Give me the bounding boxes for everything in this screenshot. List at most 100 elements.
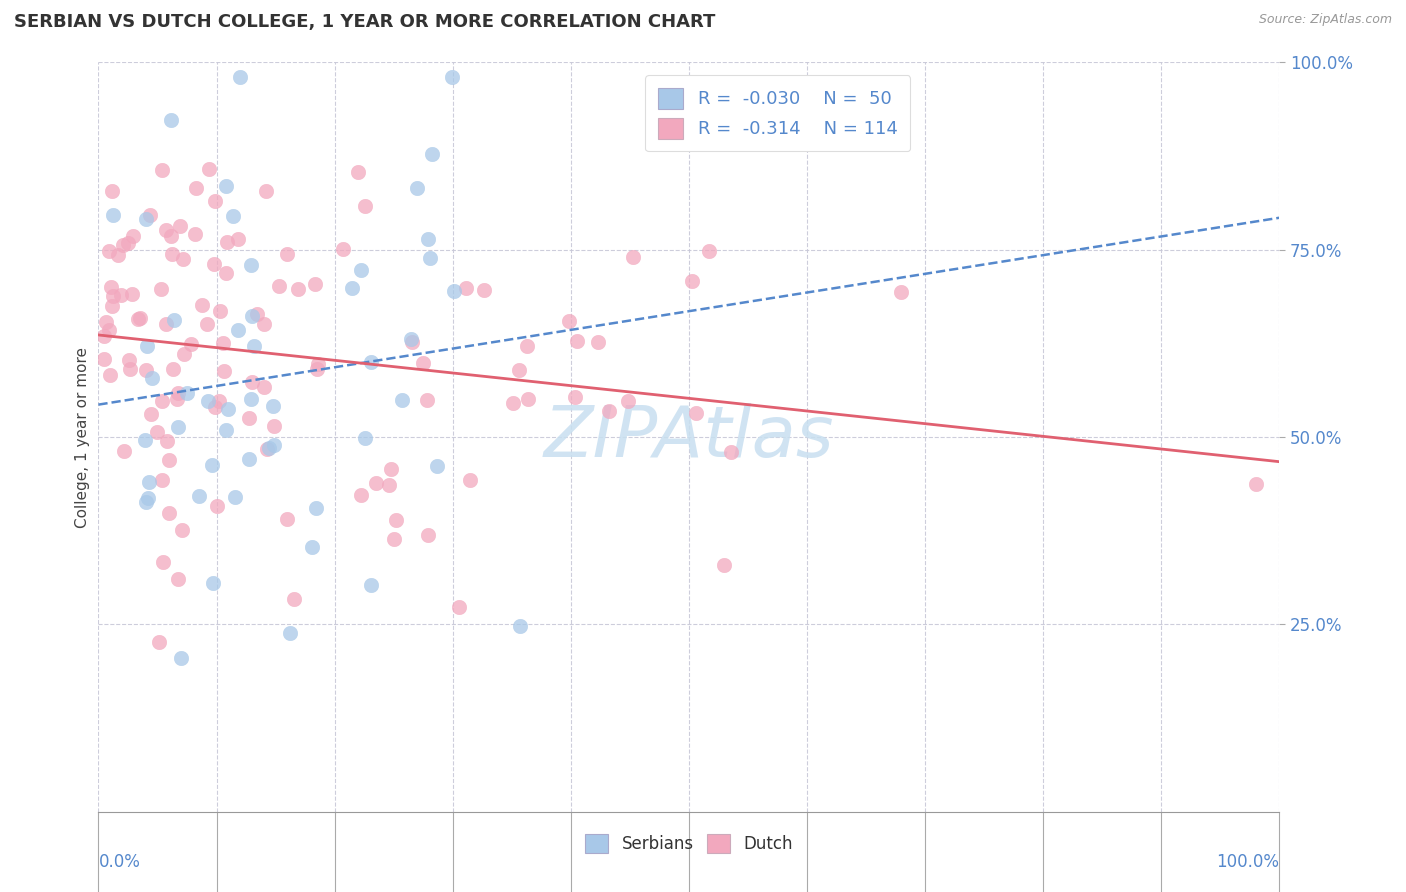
Point — [98, 368, 121, 383]
Point — [167, 572, 190, 586]
Point — [681, 274, 703, 288]
Point — [208, 303, 231, 318]
Point — [111, 238, 134, 252]
Point — [128, 311, 150, 326]
Point — [224, 490, 246, 504]
Point — [720, 445, 742, 459]
Point — [246, 307, 269, 321]
Point — [98, 244, 121, 259]
Point — [101, 184, 124, 198]
Point — [418, 528, 440, 542]
Point — [276, 246, 298, 260]
Point — [456, 281, 478, 295]
Point — [149, 282, 172, 296]
Point — [118, 353, 141, 368]
Point — [332, 242, 354, 256]
Point — [713, 558, 735, 573]
Point — [122, 228, 145, 243]
Point — [103, 208, 125, 222]
Point — [240, 309, 263, 323]
Point — [517, 392, 540, 406]
Point — [229, 70, 252, 85]
Point — [621, 251, 644, 265]
Point — [183, 227, 205, 242]
Point — [197, 161, 219, 176]
Point — [205, 499, 228, 513]
Point — [685, 406, 707, 420]
Point — [135, 212, 157, 227]
Point — [263, 438, 285, 452]
Point — [204, 400, 226, 414]
Y-axis label: College, 1 year or more: College, 1 year or more — [75, 347, 90, 527]
Point — [350, 263, 373, 277]
Text: 0.0%: 0.0% — [98, 853, 141, 871]
Point — [307, 357, 329, 371]
Point — [283, 591, 305, 606]
Point — [890, 285, 912, 299]
Point — [269, 279, 291, 293]
Point — [305, 361, 328, 376]
Point — [100, 280, 122, 294]
Point — [159, 229, 181, 244]
Point — [350, 488, 373, 502]
Point — [136, 491, 159, 506]
Point — [120, 361, 142, 376]
Point — [215, 423, 238, 437]
Point — [238, 411, 260, 425]
Point — [172, 252, 194, 266]
Point — [155, 317, 177, 331]
Point — [93, 329, 115, 343]
Point — [347, 165, 370, 179]
Point — [127, 311, 149, 326]
Point — [117, 236, 139, 251]
Point — [110, 287, 132, 301]
Point — [253, 380, 276, 394]
Point — [172, 523, 194, 537]
Point — [134, 433, 156, 447]
Point — [135, 339, 157, 353]
Point — [155, 223, 177, 237]
Point — [1244, 476, 1267, 491]
Point — [201, 458, 224, 472]
Point — [166, 392, 188, 406]
Point — [107, 248, 129, 262]
Point — [509, 619, 531, 633]
Point — [135, 363, 157, 377]
Point — [173, 347, 195, 361]
Point — [239, 258, 262, 272]
Point — [112, 443, 135, 458]
Point — [148, 634, 170, 648]
Point — [508, 363, 530, 377]
Point — [146, 425, 169, 439]
Point — [138, 475, 160, 489]
Point — [419, 251, 441, 265]
Point — [354, 199, 377, 213]
Point — [416, 232, 439, 246]
Point — [180, 337, 202, 351]
Point — [440, 70, 463, 85]
Point — [502, 396, 524, 410]
Point — [472, 283, 495, 297]
Point — [276, 512, 298, 526]
Point — [697, 244, 720, 259]
Point — [215, 178, 238, 193]
Point — [360, 578, 382, 592]
Point — [598, 404, 620, 418]
Point — [207, 393, 229, 408]
Point — [226, 323, 249, 337]
Point — [305, 501, 328, 516]
Point — [187, 489, 209, 503]
Point — [162, 313, 184, 327]
Point — [98, 323, 121, 337]
Point — [420, 146, 443, 161]
Point — [380, 462, 402, 476]
Point — [170, 650, 193, 665]
Point — [150, 393, 173, 408]
Point — [238, 451, 260, 466]
Point — [160, 113, 183, 128]
Point — [385, 513, 408, 527]
Point — [243, 339, 266, 353]
Point — [157, 506, 180, 520]
Text: 100.0%: 100.0% — [1216, 853, 1279, 871]
Point — [197, 394, 219, 409]
